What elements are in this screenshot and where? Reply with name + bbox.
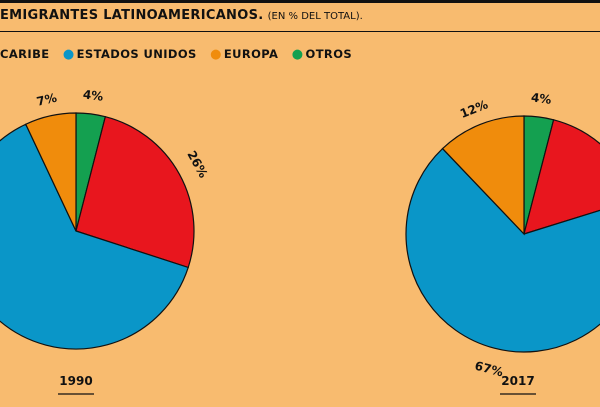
pie-2017-slice-caribe <box>523 119 600 235</box>
legend-dot-otros: ● <box>291 47 304 62</box>
legend-label-europa: EUROPA <box>223 47 279 61</box>
top-border <box>0 0 600 3</box>
legend-item-otros: ● OTROS <box>291 47 353 62</box>
pie-1990-slice-estados-unidos <box>0 123 189 350</box>
pie-2017-year-label: 2017 <box>501 374 534 388</box>
legend: CARIBE ● ESTADOS UNIDOS ● EUROPA ● OTROS <box>0 47 361 62</box>
legend-dot-estados-unidos: ● <box>62 47 75 62</box>
legend-item-europa: ● EUROPA <box>210 47 283 62</box>
pie-2017-label-europa: 12% <box>458 97 490 121</box>
legend-label-estados-unidos: ESTADOS UNIDOS <box>76 47 197 61</box>
pie-2017-label-estados-unidos: 67% <box>473 359 504 380</box>
legend-dot-europa: ● <box>210 47 222 62</box>
pie-2017-slice-estados-unidos <box>405 147 600 353</box>
pie-1990-slice-caribe <box>75 115 195 269</box>
chart-title: EMIGRANTES LATINOAMERICANOS. (EN % DEL T… <box>0 8 363 23</box>
legend-item-estados-unidos: ● ESTADOS UNIDOS <box>62 47 201 62</box>
pie-2017-label-otros: 4% <box>530 90 552 106</box>
pie-1990-label-europa: 7% <box>35 91 58 109</box>
pie-2017-slice-europa <box>441 115 525 236</box>
pie-1990-label-caribe: 26% <box>184 148 210 180</box>
legend-label-caribe: CARIBE <box>0 47 50 61</box>
legend-item-caribe: CARIBE <box>0 47 54 61</box>
pie-1990-year-label: 1990 <box>59 374 92 388</box>
legend-label-otros: OTROS <box>305 47 353 61</box>
chart-title-main: EMIGRANTES LATINOAMERICANOS. <box>0 8 264 23</box>
pie-1990-label-otros: 4% <box>82 87 104 103</box>
pie-1990-slice-europa <box>24 112 77 232</box>
chart-subtitle: (EN % DEL TOTAL). <box>267 11 363 22</box>
title-rule <box>0 31 600 32</box>
